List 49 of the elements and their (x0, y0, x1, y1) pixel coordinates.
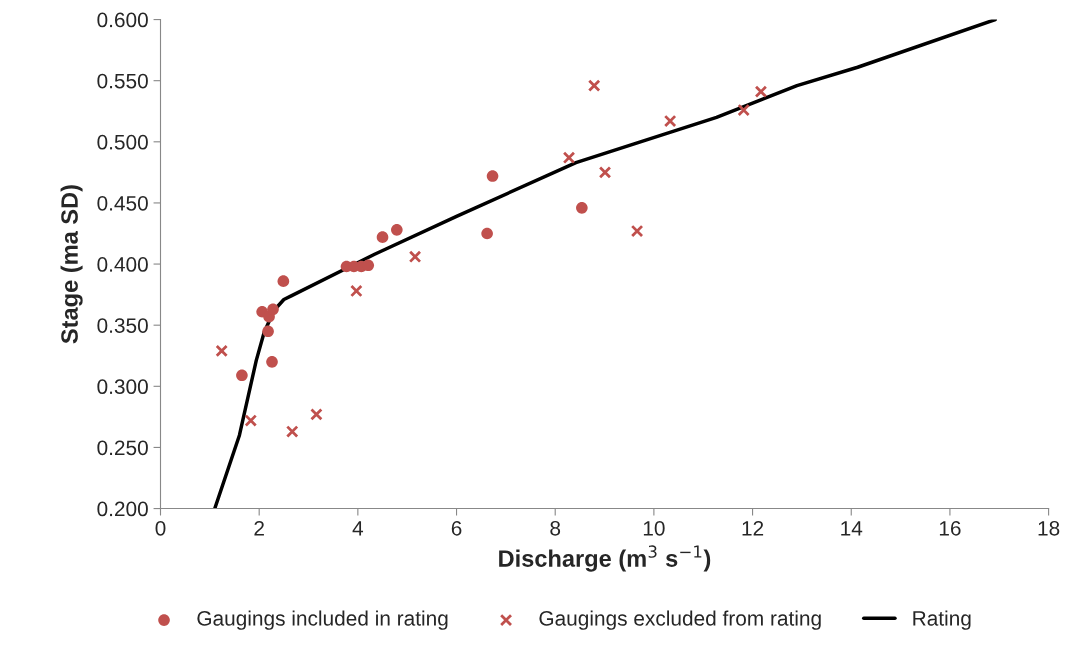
y-tick-label: 0.500 (97, 134, 148, 150)
x-tick-label: 12 (742, 520, 764, 536)
point (481, 227, 493, 240)
point (562, 151, 576, 164)
legend-label: Rating (913, 610, 971, 630)
x-axis-title: Discharge (m$^{3}$ s$^{−1}$) (499, 545, 711, 572)
y-tick-label: 0.400 (97, 257, 148, 272)
point (486, 170, 499, 182)
legend-label: Gaugings excluded from rating (539, 610, 821, 630)
point (215, 344, 228, 358)
y-tick-label: 0.300 (97, 379, 148, 395)
point (737, 103, 750, 117)
point (266, 356, 278, 368)
point (376, 231, 389, 243)
point (598, 166, 612, 179)
y-tick-label: 0.350 (97, 318, 148, 333)
x-tick-label: 4 (352, 521, 364, 536)
x-tick-label: 14 (841, 521, 863, 536)
point (236, 369, 248, 382)
point (244, 414, 258, 427)
point (587, 79, 601, 92)
point (310, 408, 323, 421)
point (754, 85, 768, 98)
x-tick-label: 6 (451, 520, 462, 536)
x-tick-label: 10 (643, 520, 665, 536)
point (630, 224, 644, 238)
y-tick-label: 0.200 (97, 501, 148, 517)
x-tick-label: 8 (550, 520, 561, 536)
point (285, 425, 299, 438)
y-tick-label: 0.250 (97, 440, 148, 456)
point (391, 224, 403, 236)
point (663, 114, 677, 128)
point (350, 284, 363, 298)
line-series (213, 19, 998, 509)
x-tick-label: 0 (155, 520, 166, 536)
point (262, 325, 274, 338)
point (277, 275, 290, 287)
point (576, 202, 588, 214)
x-tick-label: 2 (254, 520, 264, 536)
y-axis-title: Stage (ma SD) (60, 185, 83, 344)
point (267, 303, 279, 316)
point (362, 259, 375, 272)
y-tick-label: 0.550 (97, 73, 148, 89)
point (408, 250, 422, 264)
legend-label: Gaugings included in rating (197, 610, 448, 630)
y-tick-label: 0.600 (97, 12, 148, 28)
x-tick-label: 16 (939, 520, 961, 536)
y-tick-label: 0.450 (97, 195, 148, 211)
x-tick-label: 18 (1038, 520, 1060, 536)
